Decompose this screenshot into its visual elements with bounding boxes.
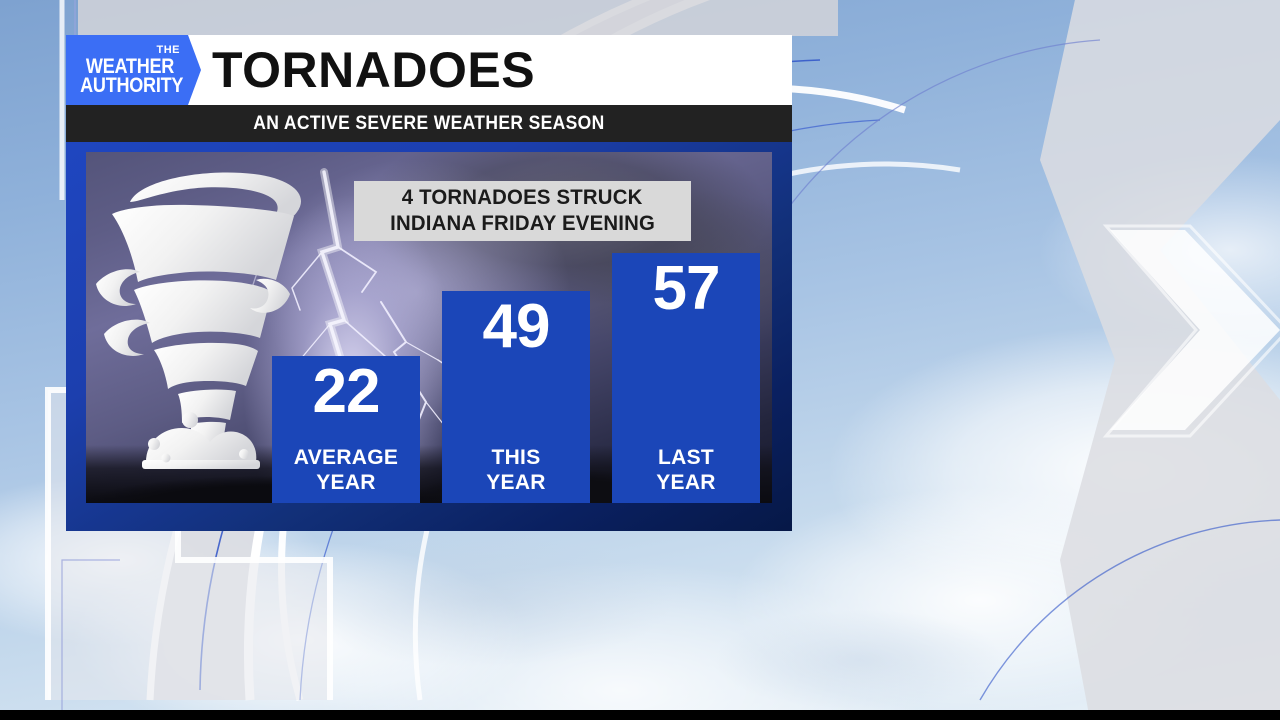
weather-authority-logo: THE WEATHER AUTHORITY — [66, 35, 201, 105]
bar-value-this-year: 49 — [482, 292, 551, 361]
bottom-letterbox-bar — [0, 710, 1280, 720]
callout-box: 4 TORNADOES STRUCK INDIANA FRIDAY EVENIN… — [354, 181, 691, 241]
tornado-icon — [96, 172, 302, 469]
bar-average-year: 22 AVERAGE YEAR — [272, 356, 420, 503]
bar-label-average-year: AVERAGE YEAR — [272, 445, 420, 495]
logo-text-weather: WEATHER — [85, 55, 175, 78]
bar-label-line-2: YEAR — [656, 471, 716, 494]
bar-label-line-1: AVERAGE — [293, 446, 399, 469]
bar-label-line-2: YEAR — [316, 471, 376, 494]
title-bar: THE WEATHER AUTHORITY TORNADOES — [66, 35, 792, 105]
bar-label-this-year: THIS YEAR — [442, 445, 590, 495]
bar-chart: 22 AVERAGE YEAR 49 THIS YEAR 57 — [86, 152, 772, 503]
bar-label-line-1: THIS — [491, 446, 541, 469]
subtitle-bar: AN ACTIVE SEVERE WEATHER SEASON — [66, 105, 792, 142]
callout-line-2: INDIANA FRIDAY EVENING — [390, 212, 655, 235]
bar-label-line-1: LAST — [657, 446, 715, 469]
bar-label-line-2: YEAR — [486, 471, 546, 494]
bar-value-last-year: 57 — [652, 254, 721, 323]
panel-photo-area: 4 TORNADOES STRUCK INDIANA FRIDAY EVENIN… — [86, 152, 772, 503]
bar-this-year: 49 THIS YEAR — [442, 291, 590, 503]
main-graphic-panel: 4 TORNADOES STRUCK INDIANA FRIDAY EVENIN… — [66, 142, 792, 531]
callout-line-1: 4 TORNADOES STRUCK — [402, 186, 643, 209]
logo-text-authority: AUTHORITY — [80, 74, 184, 97]
bar-label-last-year: LAST YEAR — [612, 445, 760, 495]
bar-last-year: 57 LAST YEAR — [612, 253, 760, 503]
bar-value-average-year: 22 — [312, 357, 381, 426]
page-title: TORNADOES — [212, 42, 536, 98]
subtitle-text: AN ACTIVE SEVERE WEATHER SEASON — [253, 112, 605, 134]
logo-text-the: THE — [156, 44, 180, 56]
